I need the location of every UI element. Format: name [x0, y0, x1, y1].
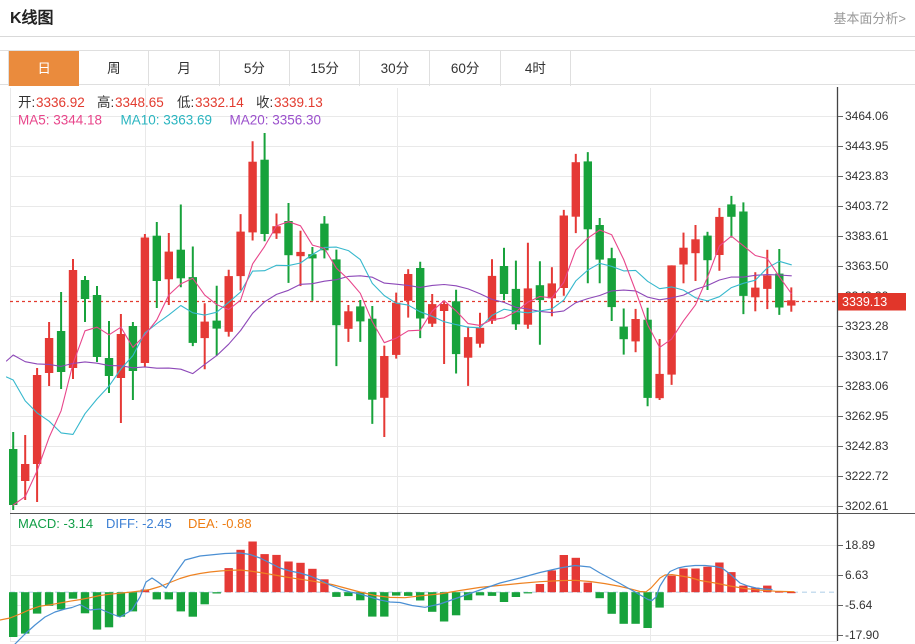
svg-text:-17.90: -17.90 [845, 628, 879, 642]
svg-text:3262.95: 3262.95 [845, 409, 889, 423]
svg-text:3202.61: 3202.61 [845, 499, 889, 513]
svg-text:3283.06: 3283.06 [845, 379, 889, 393]
svg-text:3383.61: 3383.61 [845, 229, 889, 243]
svg-text:3363.50: 3363.50 [845, 259, 889, 273]
svg-text:3323.28: 3323.28 [845, 319, 889, 333]
svg-text:3242.83: 3242.83 [845, 439, 889, 453]
svg-text:3443.95: 3443.95 [845, 139, 889, 153]
svg-text:3339.13: 3339.13 [842, 295, 887, 309]
svg-text:3403.72: 3403.72 [845, 199, 889, 213]
svg-text:3222.72: 3222.72 [845, 469, 889, 483]
svg-text:3464.06: 3464.06 [845, 109, 889, 123]
svg-text:3423.83: 3423.83 [845, 169, 889, 183]
svg-text:-5.64: -5.64 [845, 598, 873, 612]
svg-text:开:3336.92高:3348.65低:3332.14收:3: 开:3336.92 高:3348.65 低:3332.14 收:3339.13 [18, 94, 323, 110]
svg-text:3303.17: 3303.17 [845, 349, 889, 363]
svg-text:18.89: 18.89 [845, 538, 875, 552]
svg-text:6.63: 6.63 [845, 568, 869, 582]
